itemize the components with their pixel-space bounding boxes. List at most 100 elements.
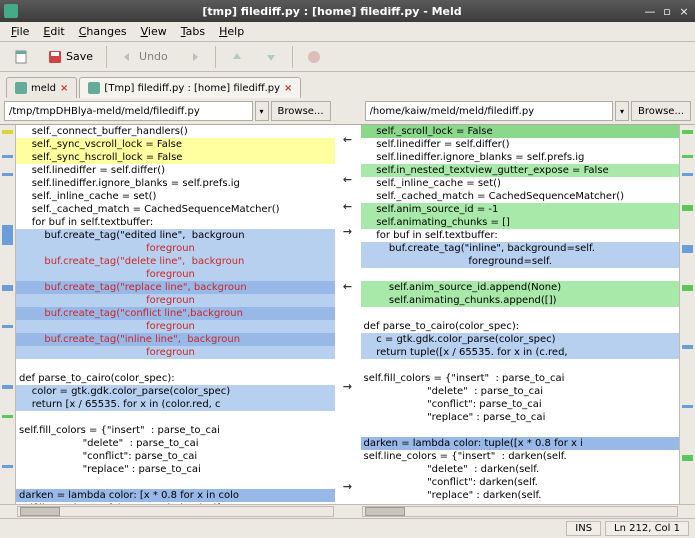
overview-mark[interactable] — [2, 155, 13, 158]
merge-arrow-icon[interactable]: ← — [335, 280, 361, 293]
code-line[interactable]: self.animating_chunks = [] — [361, 216, 680, 229]
code-line[interactable]: foregroun — [16, 242, 335, 255]
code-line[interactable] — [361, 307, 680, 320]
tab[interactable]: [Tmp] filediff.py : [home] filediff.py× — [79, 77, 301, 98]
code-line[interactable] — [361, 359, 680, 372]
link-column[interactable]: ← ← ← → ← → → — [335, 125, 361, 504]
overview-mark[interactable] — [682, 405, 693, 408]
menu-changes[interactable]: Changes — [72, 23, 134, 40]
code-line[interactable]: "replace" : parse_to_cai — [361, 411, 680, 424]
code-line[interactable] — [361, 502, 680, 504]
right-hscroll[interactable] — [362, 506, 679, 517]
code-line[interactable]: return tuple([x / 65535. for x in (c.red… — [361, 346, 680, 359]
menu-tabs[interactable]: Tabs — [174, 23, 212, 40]
menu-edit[interactable]: Edit — [36, 23, 71, 40]
redo-button[interactable] — [179, 45, 209, 69]
merge-arrow-icon[interactable]: ← — [335, 200, 361, 213]
code-line[interactable]: self._sync_vscroll_lock = False — [16, 138, 335, 151]
merge-arrow-icon[interactable]: → — [335, 480, 361, 493]
right-pane[interactable]: self._scroll_lock = False self.linediffe… — [361, 125, 680, 504]
code-line[interactable]: self._inline_cache = set() — [361, 177, 680, 190]
code-line[interactable]: def parse_to_cairo(color_spec): — [16, 372, 335, 385]
right-path-dropdown[interactable]: ▾ — [615, 101, 629, 121]
code-line[interactable]: self.linediffer = self.differ() — [16, 164, 335, 177]
code-line[interactable]: darken = lambda color: tuple([x * 0.8 fo… — [361, 437, 680, 450]
code-line[interactable]: "replace" : darken(self. — [361, 489, 680, 502]
code-line[interactable]: foreground=self. — [361, 255, 680, 268]
code-line[interactable]: foregroun — [16, 268, 335, 281]
overview-mark[interactable] — [682, 285, 693, 291]
left-hscroll[interactable] — [17, 506, 334, 517]
minimize-button[interactable]: — — [643, 4, 657, 18]
merge-arrow-icon[interactable]: → — [335, 225, 361, 238]
merge-arrow-icon[interactable]: → — [335, 380, 361, 393]
overview-mark[interactable] — [682, 455, 693, 461]
code-line[interactable]: self.in_nested_textview_gutter_expose = … — [361, 164, 680, 177]
code-line[interactable]: self.anim_source_id.append(None) — [361, 281, 680, 294]
code-line[interactable]: "replace" : parse_to_cai — [16, 463, 335, 476]
code-line[interactable]: self.fill_colors = {"insert" : parse_to_… — [16, 424, 335, 437]
overview-mark[interactable] — [682, 345, 693, 349]
code-line[interactable]: foregroun — [16, 346, 335, 359]
right-path-input[interactable] — [365, 101, 614, 121]
code-line[interactable]: self._cached_match = CachedSequenceMatch… — [16, 203, 335, 216]
merge-arrow-icon[interactable]: ← — [335, 173, 361, 186]
menu-help[interactable]: Help — [212, 23, 251, 40]
overview-mark[interactable] — [2, 465, 13, 468]
code-line[interactable]: buf.create_tag("edited line", backgroun — [16, 229, 335, 242]
code-line[interactable]: self.line_colors = {"insert" : darken(se… — [361, 450, 680, 463]
overview-mark[interactable] — [682, 205, 693, 211]
left-browse-button[interactable]: Browse... — [271, 101, 331, 121]
code-line[interactable] — [361, 424, 680, 437]
overview-mark[interactable] — [2, 225, 13, 245]
overview-mark[interactable] — [2, 415, 13, 418]
maximize-button[interactable]: ▫ — [660, 4, 674, 18]
stop-button[interactable] — [299, 45, 329, 69]
code-line[interactable]: "delete" : parse_to_cai — [16, 437, 335, 450]
code-line[interactable] — [16, 476, 335, 489]
menu-file[interactable]: File — [4, 23, 36, 40]
save-button[interactable]: Save — [40, 45, 100, 69]
undo-button[interactable]: Undo — [113, 45, 175, 69]
overview-mark[interactable] — [2, 385, 13, 389]
code-line[interactable]: buf.create_tag("replace line", backgroun — [16, 281, 335, 294]
code-line[interactable]: for buf in self.textbuffer: — [16, 216, 335, 229]
merge-arrow-icon[interactable]: ← — [335, 133, 361, 146]
code-line[interactable]: buf.create_tag("inline line", backgroun — [16, 333, 335, 346]
code-line[interactable]: foregroun — [16, 320, 335, 333]
code-line[interactable]: self._inline_cache = set() — [16, 190, 335, 203]
down-button[interactable] — [256, 45, 286, 69]
left-path-dropdown[interactable]: ▾ — [255, 101, 269, 121]
tab-close-icon[interactable]: × — [60, 83, 68, 94]
code-line[interactable]: "conflict": parse_to_cai — [361, 398, 680, 411]
overview-mark[interactable] — [682, 130, 693, 134]
right-overview-gutter[interactable] — [679, 125, 695, 504]
code-line[interactable]: darken = lambda color: [x * 0.8 for x in… — [16, 489, 335, 502]
overview-mark[interactable] — [2, 173, 13, 176]
tab-close-icon[interactable]: × — [284, 83, 292, 94]
right-browse-button[interactable]: Browse... — [631, 101, 691, 121]
code-line[interactable] — [16, 411, 335, 424]
code-line[interactable]: "conflict": parse_to_cai — [16, 450, 335, 463]
code-line[interactable]: self.anim_source_id = -1 — [361, 203, 680, 216]
code-line[interactable]: return [x / 65535. for x in (color.red, … — [16, 398, 335, 411]
up-button[interactable] — [222, 45, 252, 69]
code-line[interactable]: self._scroll_lock = False — [361, 125, 680, 138]
code-line[interactable]: "delete" : parse_to_cai — [361, 385, 680, 398]
overview-mark[interactable] — [2, 325, 13, 328]
overview-mark[interactable] — [2, 285, 13, 291]
overview-mark[interactable] — [682, 155, 693, 158]
new-button[interactable] — [6, 45, 36, 69]
code-line[interactable]: self.linediffer = self.differ() — [361, 138, 680, 151]
code-line[interactable] — [16, 359, 335, 372]
code-line[interactable]: c = gtk.gdk.color_parse(color_spec) — [361, 333, 680, 346]
code-line[interactable]: "delete" : darken(self. — [361, 463, 680, 476]
code-line[interactable]: self.linediffer.ignore_blanks = self.pre… — [361, 151, 680, 164]
code-line[interactable]: self.linediffer.ignore_blanks = self.pre… — [16, 177, 335, 190]
code-line[interactable]: foregroun — [16, 294, 335, 307]
code-line[interactable]: self.animating_chunks.append([]) — [361, 294, 680, 307]
close-button[interactable]: × — [677, 4, 691, 18]
code-line[interactable]: self.fill_colors = {"insert" : parse_to_… — [361, 372, 680, 385]
left-pane[interactable]: self._connect_buffer_handlers() self._sy… — [16, 125, 335, 504]
code-line[interactable]: self._cached_match = CachedSequenceMatch… — [361, 190, 680, 203]
